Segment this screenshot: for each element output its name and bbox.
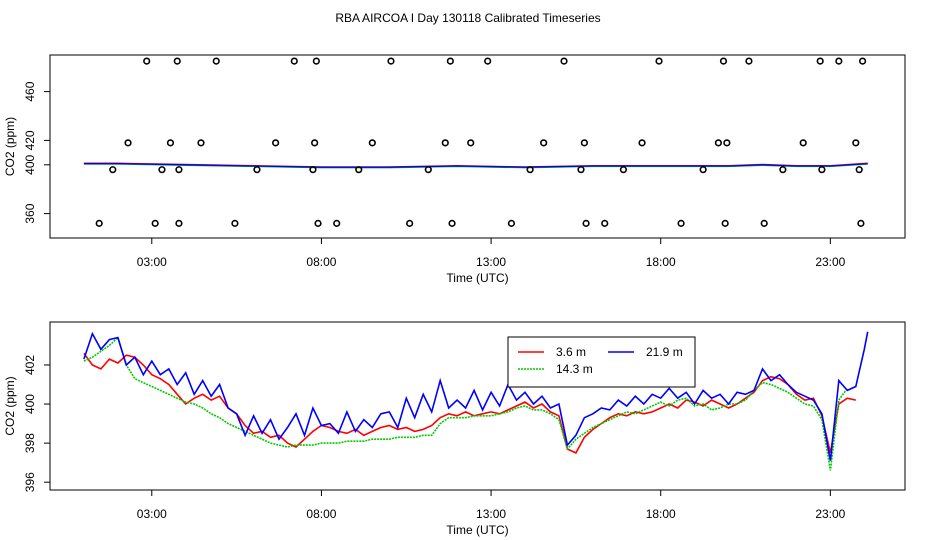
x-tick-label: 13:00 xyxy=(476,255,506,269)
legend-label: 21.9 m xyxy=(646,345,683,359)
outlier-point xyxy=(858,57,867,65)
outlier-point xyxy=(446,57,454,65)
outlier-point xyxy=(857,219,865,227)
outlier-point xyxy=(166,139,175,147)
outlier-point xyxy=(290,57,298,65)
outlier-point xyxy=(173,57,181,65)
x-tick-label: 23:00 xyxy=(815,255,845,269)
bottom-panel: 03:00 08:00 13:00 18:00 23:00 Time (UTC) 396 39… xyxy=(3,321,906,537)
plot-area xyxy=(83,57,868,227)
outlier-point xyxy=(799,139,807,147)
outlier-point xyxy=(745,57,753,65)
chart-title: RBA AIRCOA I Day 130118 Calibrated Times… xyxy=(335,11,600,25)
y-tick-label: 460 xyxy=(23,81,37,101)
outlier-point xyxy=(721,219,729,227)
outlier-point xyxy=(855,166,863,174)
outlier-point xyxy=(835,57,843,65)
outlier-point xyxy=(197,139,205,147)
outlier-point xyxy=(760,219,768,227)
outlier-point xyxy=(582,219,590,227)
y-tick-label: 420 xyxy=(23,130,37,150)
x-tick-label: 18:00 xyxy=(646,507,676,521)
x-axis-label: Time (UTC) xyxy=(446,271,508,285)
y-tick-label: 400 xyxy=(23,154,37,174)
outlier-point xyxy=(175,166,183,174)
y-axis-label: CO2 (ppm) xyxy=(3,376,17,435)
outlier-point xyxy=(212,57,220,65)
outlier-point xyxy=(143,57,151,65)
legend-label: 3.6 m xyxy=(556,345,586,359)
outlier-point xyxy=(309,166,317,174)
outlier-point xyxy=(816,57,824,65)
outlier-point xyxy=(124,139,132,147)
outlier-point xyxy=(779,166,787,174)
outlier-point xyxy=(272,139,280,147)
outlier-point xyxy=(109,166,117,174)
y-tick-label: 360 xyxy=(23,203,37,223)
y-tick-label: 396 xyxy=(23,472,37,492)
plot-frame xyxy=(49,54,906,239)
x-axis-label: Time (UTC) xyxy=(446,523,508,537)
outlier-point xyxy=(699,166,707,174)
legend-box xyxy=(507,336,696,388)
outlier-point xyxy=(355,166,363,174)
outlier-point xyxy=(580,139,588,147)
outlier-point xyxy=(540,139,548,147)
outlier-point xyxy=(151,219,159,227)
legend: 3.6 m 14.3 m 21.9 m xyxy=(507,336,696,388)
legend-label: 14.3 m xyxy=(556,362,593,376)
outlier-point xyxy=(406,219,414,227)
outlier-point xyxy=(368,139,376,147)
outlier-point xyxy=(577,166,585,174)
series-line-219m xyxy=(83,331,869,461)
outlier-point xyxy=(526,166,534,174)
outlier-point xyxy=(484,57,492,65)
outlier-point xyxy=(253,166,261,174)
outlier-point xyxy=(560,57,568,65)
outlier-point xyxy=(441,139,449,147)
outlier-point xyxy=(467,139,475,147)
outlier-point xyxy=(507,219,516,227)
x-tick-label: 13:00 xyxy=(476,507,506,521)
outlier-point xyxy=(448,219,456,227)
outlier-point xyxy=(601,219,609,227)
outlier-point xyxy=(314,219,322,227)
outlier-point xyxy=(311,139,319,147)
series-line-143m xyxy=(83,336,848,471)
plot-area xyxy=(83,331,869,471)
outlier-point xyxy=(677,219,685,227)
x-tick-label: 18:00 xyxy=(646,255,676,269)
outlier-point xyxy=(175,219,183,227)
outlier-point xyxy=(333,219,341,227)
outlier-point xyxy=(818,166,826,174)
top-panel: 03:00 08:00 13:00 18:00 23:00 Time (UTC) 360 40… xyxy=(3,54,906,285)
plot-frame xyxy=(49,321,906,491)
x-tick-label: 03:00 xyxy=(137,507,167,521)
outlier-point xyxy=(719,57,728,65)
x-tick-label: 08:00 xyxy=(306,507,336,521)
y-axis-label: CO2 (ppm) xyxy=(3,117,17,176)
y-tick-label: 400 xyxy=(23,394,37,414)
outlier-point xyxy=(655,57,663,65)
series-line-219m xyxy=(83,162,868,168)
y-tick-label: 398 xyxy=(23,433,37,453)
outlier-point xyxy=(158,166,166,174)
x-tick-label: 03:00 xyxy=(137,255,167,269)
x-tick-label: 08:00 xyxy=(306,255,336,269)
outlier-point xyxy=(231,219,239,227)
outlier-point xyxy=(852,139,860,147)
outlier-point xyxy=(424,166,432,174)
y-tick-label: 402 xyxy=(23,355,37,375)
outlier-point xyxy=(723,139,731,147)
outlier-point xyxy=(312,57,320,65)
outlier-point xyxy=(619,166,627,174)
series-line-36m xyxy=(83,352,856,454)
outlier-point xyxy=(387,57,395,65)
x-tick-label: 23:00 xyxy=(815,507,845,521)
outlier-point xyxy=(95,219,103,227)
outlier-point xyxy=(638,139,646,147)
outlier-point xyxy=(714,139,722,147)
